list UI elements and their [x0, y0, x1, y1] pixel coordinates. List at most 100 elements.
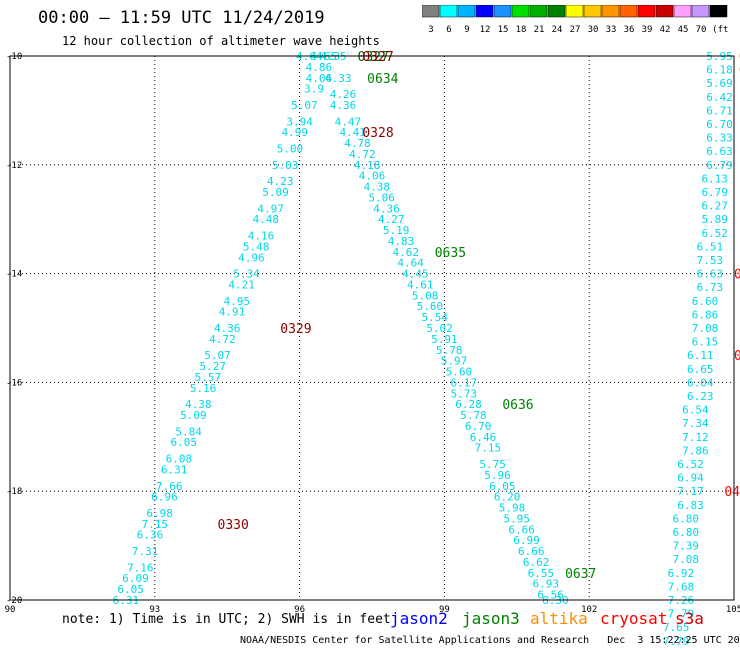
pass-label: 0636 — [502, 398, 533, 413]
pass-label: 0329 — [280, 322, 311, 337]
wave-height-value: 4.48 — [253, 213, 280, 226]
y-tick-label: -20 — [6, 596, 22, 606]
wave-height-value: 6.52 — [701, 227, 728, 240]
wave-height-value: 6.83 — [677, 499, 704, 512]
pass-label: 0446 — [724, 485, 740, 500]
x-tick-label: 102 — [581, 605, 597, 615]
legend-label: 24 — [552, 25, 563, 35]
wave-height-value: 7.31 — [132, 545, 159, 558]
wave-height-value: 7.66 — [156, 480, 183, 493]
wave-height-value: 4.96 — [238, 251, 265, 264]
wave-height-value: 6.80 — [672, 512, 699, 525]
wave-height-value: 6.27 — [701, 200, 728, 213]
wave-height-value: 6.86 — [692, 308, 719, 321]
pass-label: 0443 — [739, 50, 740, 65]
wave-height-value: 6.65 — [687, 363, 714, 376]
wave-height-value: 5.78 — [460, 409, 487, 422]
wave-height-value: 5.02 — [426, 322, 453, 335]
x-tick-label: 90 — [5, 605, 16, 615]
wave-height-value: 5.95 — [504, 512, 531, 525]
legend-swatch — [475, 5, 494, 18]
legend-label: 21 — [534, 25, 545, 35]
wave-height-value: 7.17 — [677, 485, 704, 498]
wave-height-value: 6.60 — [692, 295, 719, 308]
wave-height-value: 7.15 — [142, 518, 169, 531]
wave-height-value: 5.09 — [180, 409, 207, 422]
wave-height-value: 4.38 — [185, 398, 212, 411]
wave-height-value: 6.71 — [706, 104, 733, 117]
legend-swatch — [493, 5, 512, 18]
wave-height-value: 7.39 — [672, 540, 699, 553]
wave-height-value: 4.16 — [248, 230, 275, 243]
pass-label: 0327 — [362, 50, 393, 65]
wave-height-value: 4.64 — [397, 257, 424, 270]
wave-height-value: 6.20 — [494, 491, 521, 504]
pass-label: 0635 — [435, 246, 466, 261]
legend-label: 39 — [642, 25, 653, 35]
wave-height-value: 4.61 — [407, 278, 434, 291]
wave-height-value: 4.86 — [306, 61, 333, 74]
wave-height-value: 4.62 — [393, 246, 420, 259]
wave-height-value: 6.15 — [692, 336, 719, 349]
wave-height-value: 6.05 — [171, 436, 198, 449]
wave-height-value: 4.06 — [359, 170, 386, 183]
wave-height-value: 4.91 — [219, 306, 246, 319]
pass-label: 0445 — [734, 268, 740, 283]
wave-height-value: 6.79 — [706, 159, 733, 172]
pass-label: 0328 — [362, 126, 393, 141]
wave-height-value: 7.15 — [475, 442, 502, 455]
wave-height-value: 6.52 — [677, 458, 704, 471]
wave-height-value: 6.96 — [151, 491, 178, 504]
legend-label: 18 — [516, 25, 527, 35]
wave-height-value: 4.18 — [354, 159, 381, 172]
legend-cryosat: cryosat — [600, 609, 668, 628]
wave-height-value: 6.79 — [701, 186, 728, 199]
wave-height-value: 5.08 — [412, 289, 439, 302]
wave-height-value: 5.84 — [175, 425, 202, 438]
wave-height-value: 3.94 — [286, 115, 313, 128]
wave-height-value: 4.95 — [224, 295, 251, 308]
legend-label: 9 — [464, 25, 469, 35]
legend-swatch — [655, 5, 674, 18]
wave-height-value: 6.62 — [523, 556, 550, 569]
wave-height-value: 6.93 — [533, 578, 560, 591]
wave-height-value: 6.56 — [537, 589, 564, 602]
wave-height-value: 4.72 — [349, 148, 376, 161]
wave-height-value: 4.26 — [330, 88, 357, 101]
wave-height-value: 6.11 — [687, 349, 714, 362]
wave-height-value: 5.60 — [446, 366, 473, 379]
wave-height-value: 6.92 — [668, 567, 695, 580]
wave-height-value: 4.27 — [378, 213, 405, 226]
wave-height-value: 6.70 — [706, 118, 733, 131]
wave-height-value: 3.9 — [304, 83, 324, 96]
legend-swatch — [709, 5, 728, 18]
wave-height-value: 7.79 — [663, 635, 690, 648]
wave-height-value: 6.28 — [455, 398, 482, 411]
wave-height-value: 4.47 — [335, 115, 362, 128]
wave-height-value: 7.12 — [682, 431, 709, 444]
wave-height-value: 4.72 — [209, 333, 236, 346]
legend-label: 45 — [678, 25, 689, 35]
legend-label: (ft) — [712, 25, 730, 35]
footer-note: note: 1) Time is in UTC; 2) SWH is in fe… — [62, 612, 391, 627]
legend-label: 6 — [446, 25, 451, 35]
wave-height-value: 4.99 — [282, 126, 309, 139]
wave-height-value: 6.63 — [697, 268, 724, 281]
legend-swatch — [565, 5, 584, 18]
wave-height-value: 7.08 — [672, 553, 699, 566]
y-tick-label: -14 — [6, 270, 22, 280]
wave-height-value: 5.97 — [441, 355, 468, 368]
wave-height-value: 6.05 — [489, 480, 516, 493]
wave-height-value: 5.91 — [431, 333, 458, 346]
wave-height-value: 4.41 — [339, 126, 366, 139]
legend-swatch — [673, 5, 692, 18]
wave-height-value: 7.53 — [697, 254, 724, 267]
wave-height-value: 4.83 — [388, 235, 415, 248]
y-tick-label: -18 — [6, 487, 22, 497]
legend-label: 42 — [660, 25, 671, 35]
wave-height-value: 6.66 — [518, 545, 545, 558]
wave-height-value: 6.36 — [137, 529, 164, 542]
wave-height-value: 5.16 — [190, 382, 217, 395]
legend-label: 36 — [624, 25, 635, 35]
